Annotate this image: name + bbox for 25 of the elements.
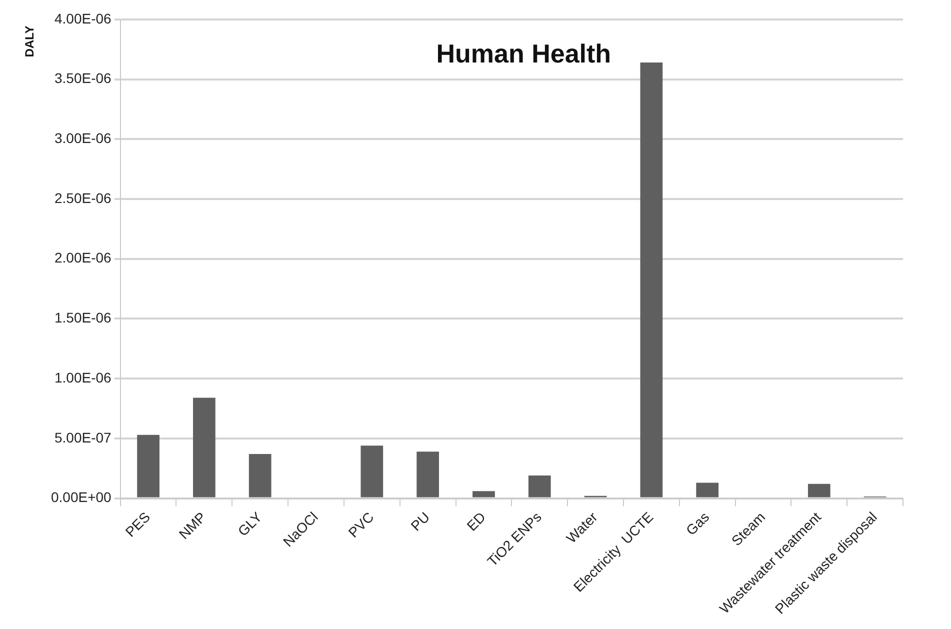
bar (528, 476, 551, 498)
y-tick-label: 2.50E-06 (54, 190, 112, 206)
bar (416, 452, 439, 498)
text: Human Health (436, 38, 612, 69)
x-tick-label: Gas (682, 508, 712, 538)
y-tick-label: 1.00E-06 (54, 369, 112, 386)
x-tick-label: GLY (234, 508, 266, 540)
y-tick-label: 4.00E-06 (54, 10, 112, 26)
y-tick-label: 1.50E-06 (54, 310, 112, 326)
x-tick-label: ED (463, 508, 489, 534)
y-tick-label: 3.50E-06 (54, 70, 112, 86)
bar (193, 398, 216, 498)
y-axis-title: DALY (22, 26, 36, 58)
y-tick-label: 5.00E-07 (54, 429, 112, 446)
bar (472, 491, 495, 498)
y-tick-label: 2.00E-06 (54, 250, 112, 266)
bar (808, 484, 830, 498)
bar (248, 454, 272, 498)
y-tick-label: 0.00E+00 (50, 489, 112, 506)
bar (696, 482, 719, 498)
x-tick-label: PU (408, 508, 433, 534)
bar (137, 434, 160, 498)
y-tick-label: 3.00E-06 (54, 130, 112, 146)
bar (360, 446, 384, 498)
bar (640, 62, 663, 498)
